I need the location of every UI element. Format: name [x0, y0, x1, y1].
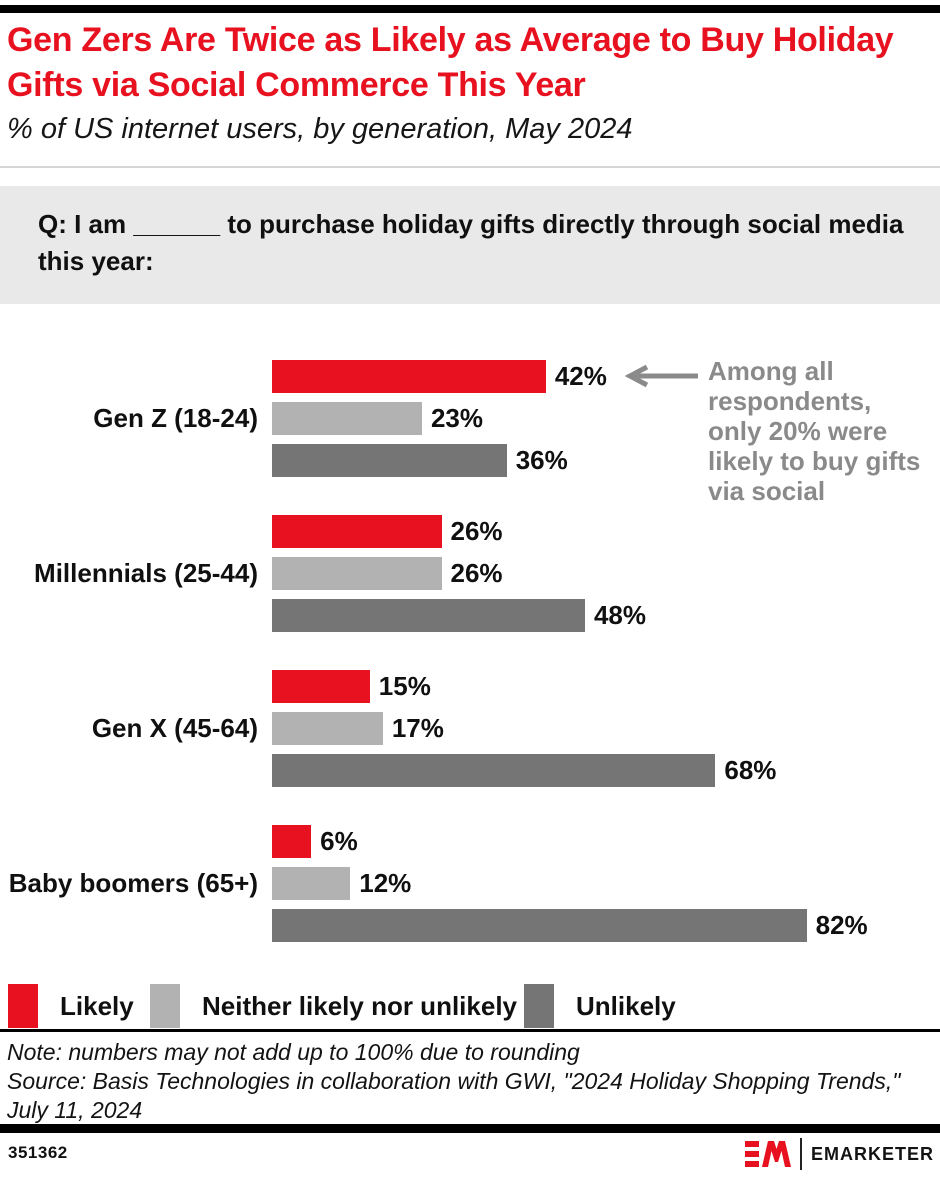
legend-swatch	[150, 984, 180, 1028]
value-label: 12%	[359, 868, 412, 898]
value-label: 82%	[815, 910, 868, 940]
value-label: 36%	[515, 445, 568, 475]
bar-group-gen-z-18-24: Gen Z (18-24) 42% 23% 36%	[0, 360, 940, 477]
bar-row-unlikely: 82%	[272, 909, 868, 942]
page-subtitle: % of US internet users, by generation, M…	[7, 113, 633, 145]
bar-neither-likely-nor-unlikely	[272, 557, 442, 590]
bar-neither-likely-nor-unlikely	[272, 867, 351, 900]
emarketer-logo: EMARKETER	[744, 1137, 934, 1171]
chart-legend: Likely Neither likely nor unlikely Unlikel…	[0, 984, 940, 1028]
chart-source: Source: Basis Technologies in collaborat…	[7, 1068, 901, 1123]
note-divider	[0, 1029, 940, 1032]
value-label: 26%	[450, 558, 503, 588]
bar-row-neither-likely-nor-unlikely: 26%	[272, 557, 503, 590]
survey-question-box: Q: I am ______ to purchase holiday gifts…	[0, 186, 940, 304]
value-label: 17%	[391, 713, 444, 743]
bar-likely	[272, 360, 546, 393]
bar-row-unlikely: 48%	[272, 599, 646, 632]
bar-likely	[272, 515, 442, 548]
bar-row-likely: 6%	[272, 825, 358, 858]
bar-row-neither-likely-nor-unlikely: 17%	[272, 712, 444, 745]
bar-row-neither-likely-nor-unlikely: 12%	[272, 867, 411, 900]
annotation-arrow-icon	[624, 364, 698, 388]
chart-id: 351362	[8, 1143, 68, 1162]
legend-swatch	[524, 984, 554, 1028]
value-label: 23%	[430, 403, 483, 433]
legend-item-unlikely: Unlikely	[524, 984, 676, 1028]
bar-unlikely	[272, 444, 507, 477]
bar-chart: Gen Z (18-24) 42% 23% 36% Millennials (25-44…	[0, 360, 940, 942]
bar-unlikely	[272, 754, 716, 787]
value-label: 48%	[593, 600, 646, 630]
bar-likely	[272, 825, 312, 858]
bar-unlikely	[272, 599, 585, 632]
bar-row-likely: 15%	[272, 670, 431, 703]
header-divider	[0, 166, 940, 168]
value-label: 26%	[450, 516, 503, 546]
bar-group-baby-boomers-65: Baby boomers (65+) 6% 12% 82%	[0, 825, 940, 942]
bar-group-millennials-25-44: Millennials (25-44) 26% 26% 48%	[0, 515, 940, 632]
bar-neither-likely-nor-unlikely	[272, 712, 383, 745]
annotation-text: Among all respondents, only 20% were lik…	[708, 356, 921, 506]
value-label: 68%	[724, 755, 777, 785]
bar-row-likely: 42%	[272, 360, 607, 393]
category-label: Gen Z (18-24)	[93, 403, 258, 433]
bar-likely	[272, 670, 370, 703]
top-rule	[0, 5, 940, 13]
legend-label: Unlikely	[576, 990, 676, 1021]
bar-row-unlikely: 68%	[272, 754, 776, 787]
value-label: 15%	[378, 671, 431, 701]
bar-row-likely: 26%	[272, 515, 503, 548]
bar-neither-likely-nor-unlikely	[272, 402, 422, 435]
category-label: Baby boomers (65+)	[8, 868, 258, 898]
legend-label: Likely	[60, 990, 134, 1021]
category-label: Gen X (45-64)	[91, 713, 258, 743]
legend-swatch	[8, 984, 38, 1028]
bar-group-gen-x-45-64: Gen X (45-64) 15% 17% 68%	[0, 670, 940, 787]
value-label: 6%	[320, 826, 358, 856]
value-label: 42%	[554, 361, 607, 391]
page-title: Gen Zers Are Twice as Likely as Average …	[7, 21, 894, 104]
legend-item-neither-likely-nor-unlikely: Neither likely nor unlikely	[150, 984, 517, 1028]
em-monogram-icon	[744, 1141, 791, 1167]
bar-row-neither-likely-nor-unlikely: 23%	[272, 402, 483, 435]
bar-unlikely	[272, 909, 807, 942]
logo-divider	[799, 1138, 802, 1170]
chart-note: Note: numbers may not add up to 100% due…	[7, 1039, 580, 1065]
footer-divider	[0, 1124, 940, 1133]
bar-row-unlikely: 36%	[272, 444, 568, 477]
legend-label: Neither likely nor unlikely	[202, 990, 517, 1021]
legend-item-likely: Likely	[8, 984, 134, 1028]
brand-name: EMARKETER	[810, 1143, 934, 1164]
category-label: Millennials (25-44)	[34, 558, 258, 588]
survey-question-text: Q: I am ______ to purchase holiday gifts…	[38, 209, 904, 276]
